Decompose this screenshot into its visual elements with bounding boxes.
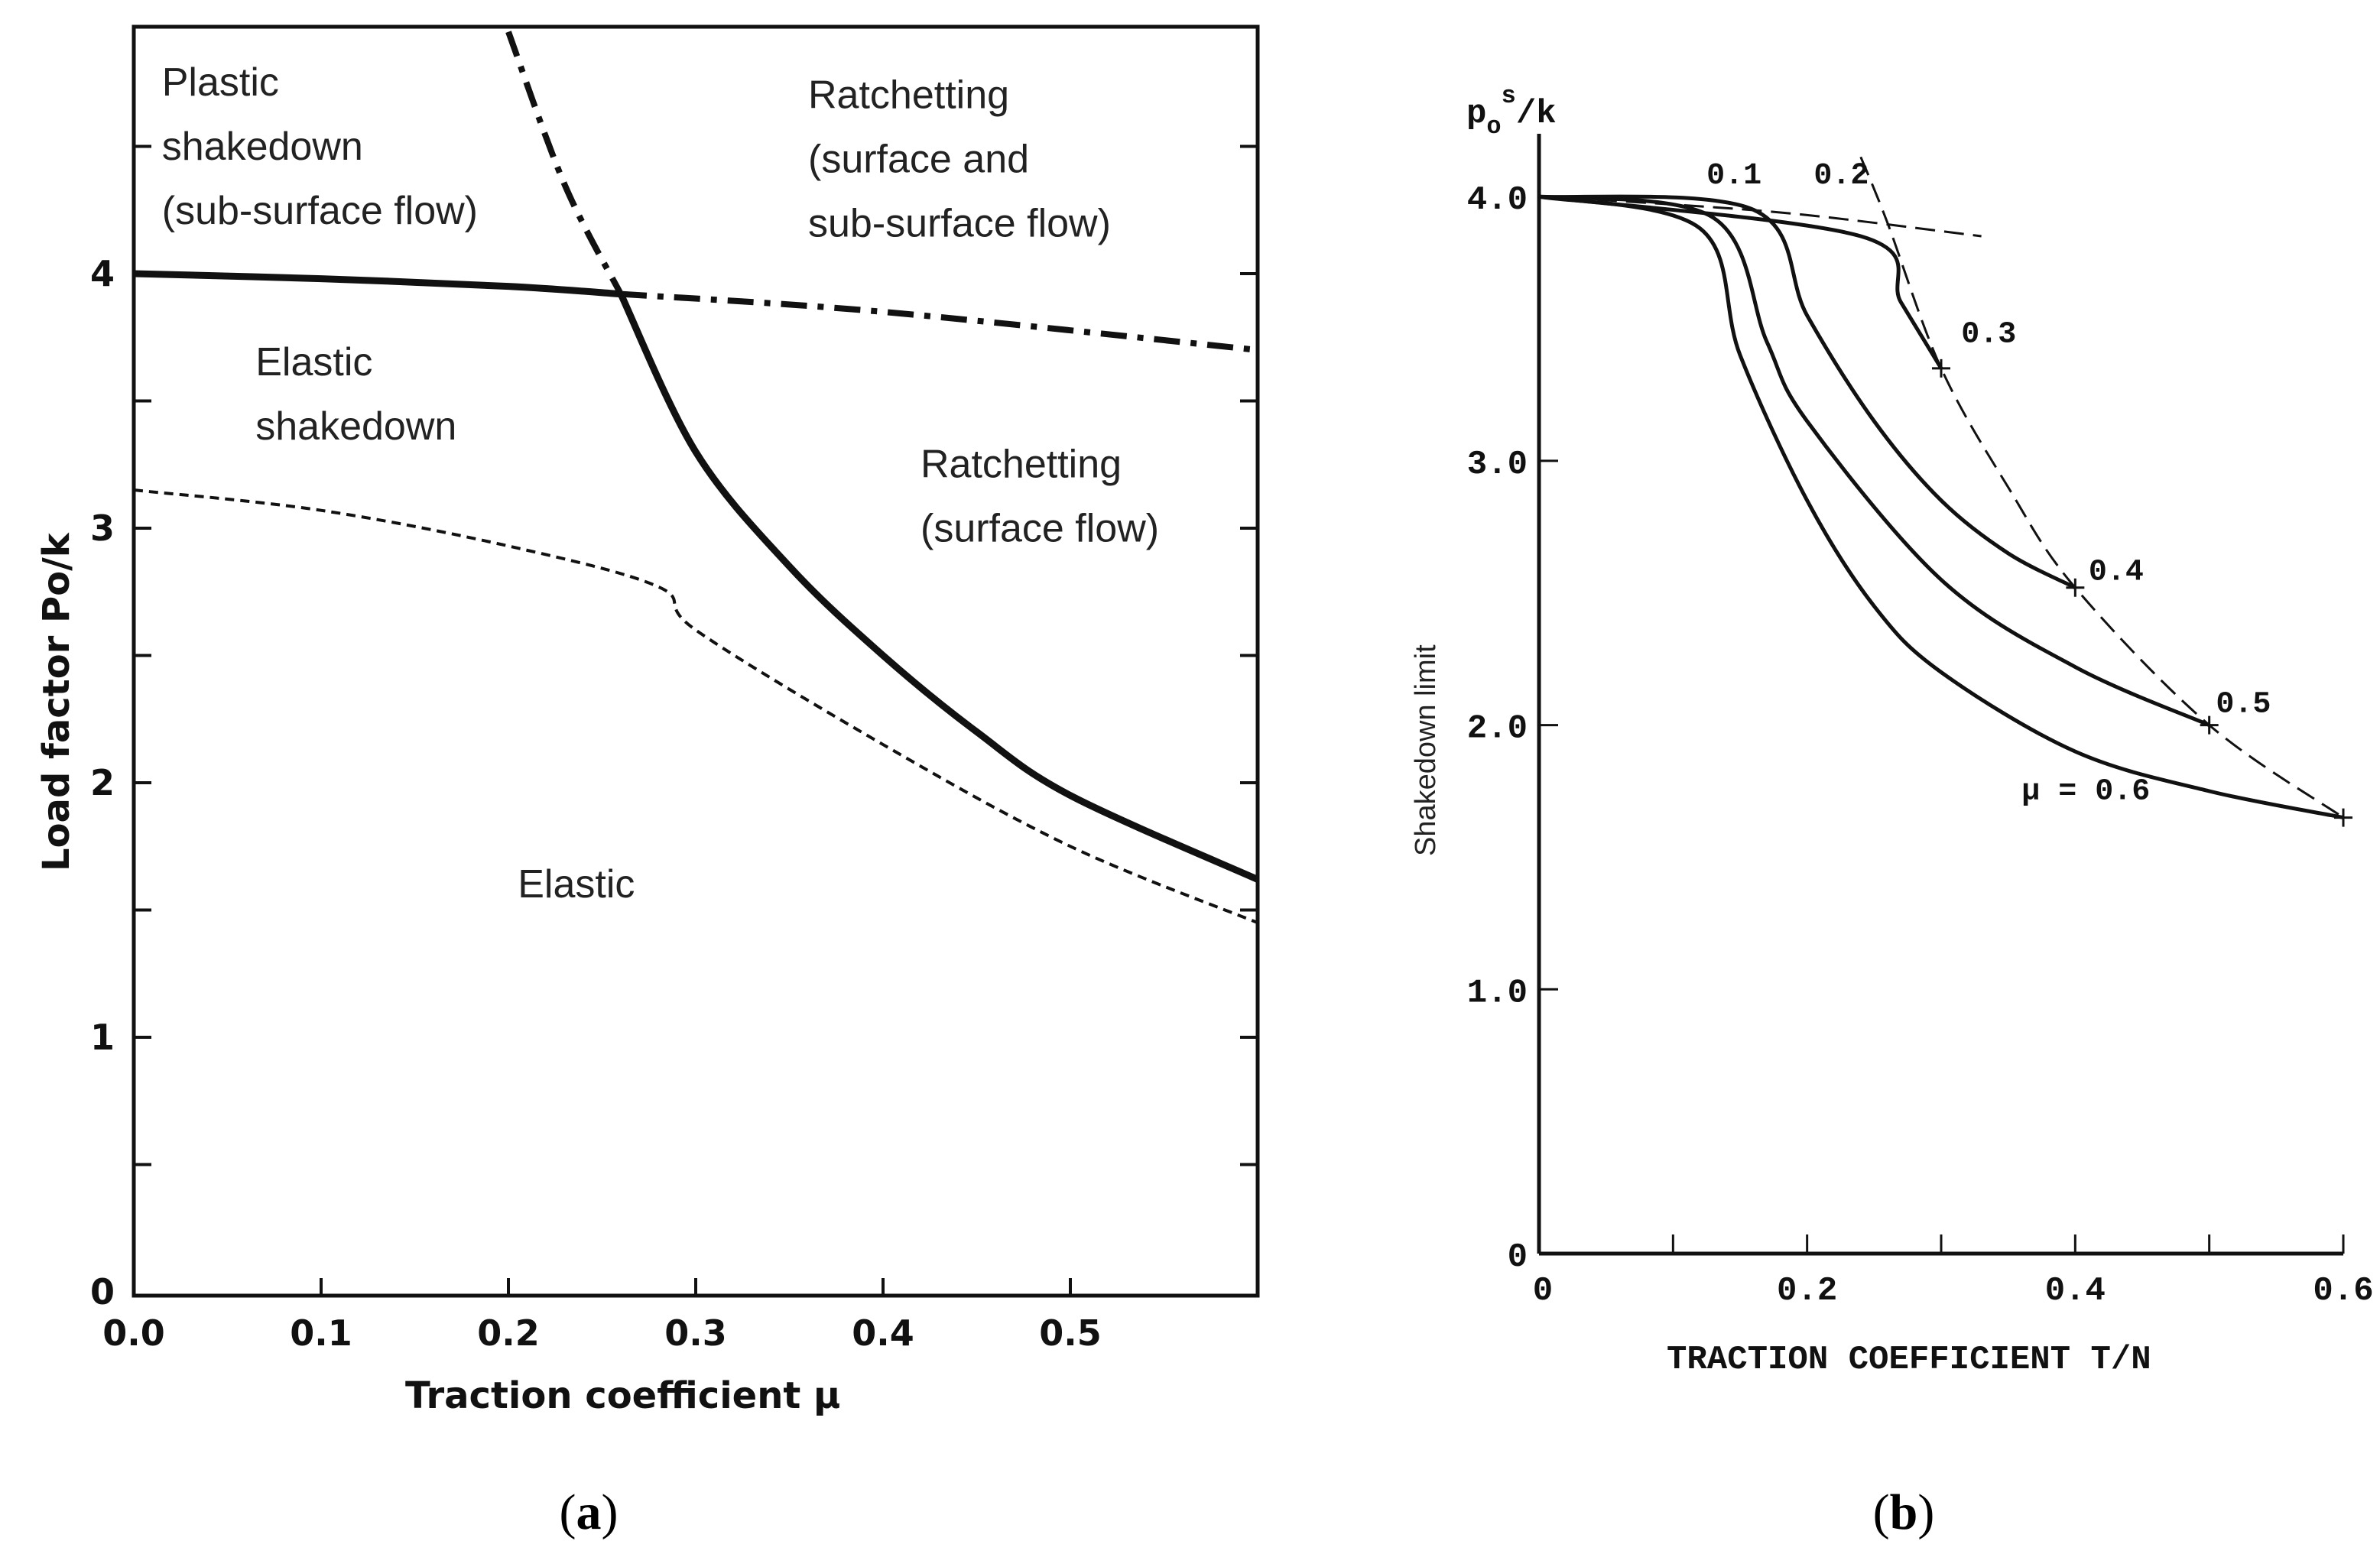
chart-a-series-solid-1 xyxy=(617,292,1259,883)
chart-a-y-tick-label: 2 xyxy=(90,762,115,803)
chart-a-y-tick-label: 4 xyxy=(90,253,115,294)
chart-b-series-solid-1 xyxy=(1538,194,2210,727)
panel-b-caption: (b) xyxy=(1873,1484,1935,1540)
chart-b-x-axis-label: TRACTION COEFFICIENT T/N xyxy=(1667,1341,2151,1379)
chart-a-series-dashed-4 xyxy=(133,488,1258,925)
chart-b-curve-label: 0.3 xyxy=(1961,317,2016,352)
chart-a-x-tick-label: 0.1 xyxy=(290,1312,352,1354)
chart-a-ticks: 0.0 0.1 0.2 0.3 0.4 0.5 0 1 2 3 4 xyxy=(90,144,1258,1354)
chart-a-region-label: Elastic xyxy=(518,862,635,907)
chart-b-series-dashed-5 xyxy=(1859,156,2344,819)
chart-b-y-tick-label: 4.0 xyxy=(1467,181,1528,219)
chart-b-series-solid-2 xyxy=(1538,194,2076,590)
chart-a-series-dashdot-2 xyxy=(505,31,624,296)
chart-b-curve-labels: 0.1 0.2 0.3 0.4 0.5 μ = 0.6 xyxy=(1706,159,2271,809)
chart-b-end-marker xyxy=(1932,358,1950,378)
chart-a-y-axis-label: Load factor Po/k xyxy=(35,532,78,871)
chart-a-y-tick-label: 0 xyxy=(90,1271,115,1312)
chart-a-x-axis-label: Traction coefficient μ xyxy=(405,1374,840,1417)
chart-b-x-tick-label: 0.4 xyxy=(2045,1272,2106,1310)
chart-b-curve-label: 0.2 xyxy=(1813,159,1869,193)
chart-b-y-axis-label: Shakedown limit xyxy=(1410,644,1442,856)
chart-b-series-solid-3 xyxy=(1538,194,1943,370)
chart-a-x-tick-label: 0.2 xyxy=(477,1312,540,1354)
chart-a-x-tick-label: 0.4 xyxy=(852,1312,914,1354)
chart-a-x-tick-label: 0.3 xyxy=(664,1312,727,1354)
chart-b-curve-label: 0.1 xyxy=(1706,159,1761,193)
chart-b-y-tick-label: 0 xyxy=(1508,1238,1528,1277)
chart-b-y-tick-label: 3.0 xyxy=(1467,446,1528,484)
chart-b-y-tick-label: 2.0 xyxy=(1467,710,1528,748)
chart-b-series xyxy=(1538,156,2352,827)
chart-a-series-solid-0 xyxy=(133,270,622,298)
chart-b-curve-label: 0.4 xyxy=(2089,555,2144,589)
chart-b-series-solid-0 xyxy=(1538,194,2344,820)
chart-a-x-tick-label: 0.5 xyxy=(1039,1312,1102,1354)
chart-b-curve-label: 0.5 xyxy=(2216,687,2271,722)
chart-a-region-label: Ratchetting (surface flow) xyxy=(921,442,1159,550)
chart-a-region-label: Elastic shakedown xyxy=(255,340,456,449)
chart-b-ticks: 0 0.2 0.4 0.6 0 1.0 2.0 3.0 4.0 xyxy=(1467,181,2374,1310)
chart-a-region-label: Plastic shakedown (sub-surface flow) xyxy=(162,60,478,233)
chart-b-curve-label: μ = 0.6 xyxy=(2021,774,2150,809)
chart-b-y-top-label: pos/k xyxy=(1466,82,1557,141)
chart-b: 0 0.2 0.4 0.6 0 1.0 2.0 3.0 4.0 0.1 0.2 0.3 0.4 0.5 μ… xyxy=(1410,82,2374,1379)
chart-a-x-tick-label: 0.0 xyxy=(102,1312,165,1354)
chart-b-series-dashed-4 xyxy=(1538,195,1982,238)
chart-b-x-tick-label: 0.6 xyxy=(2313,1272,2373,1310)
chart-b-y-tick-label: 1.0 xyxy=(1467,974,1528,1012)
panel-a-caption: (a) xyxy=(560,1484,619,1540)
chart-a-region-label: Ratchetting (surface and sub-surface flow) xyxy=(808,73,1111,246)
chart-a: 0.0 0.1 0.2 0.3 0.4 0.5 0 1 2 3 4 Plastic shakedown… xyxy=(35,24,1260,1417)
chart-b-x-tick-label: 0 xyxy=(1533,1272,1553,1310)
chart-a-series-dashdot-3 xyxy=(620,290,1258,353)
chart-a-region-labels: Plastic shakedown (sub-surface flow) Ratche… xyxy=(162,60,1159,907)
chart-a-y-tick-label: 3 xyxy=(90,508,115,549)
chart-a-series xyxy=(133,31,1259,925)
chart-b-x-tick-label: 0.2 xyxy=(1777,1272,1837,1310)
chart-a-y-tick-label: 1 xyxy=(90,1017,115,1058)
chart-b-end-marker xyxy=(2334,808,2352,827)
